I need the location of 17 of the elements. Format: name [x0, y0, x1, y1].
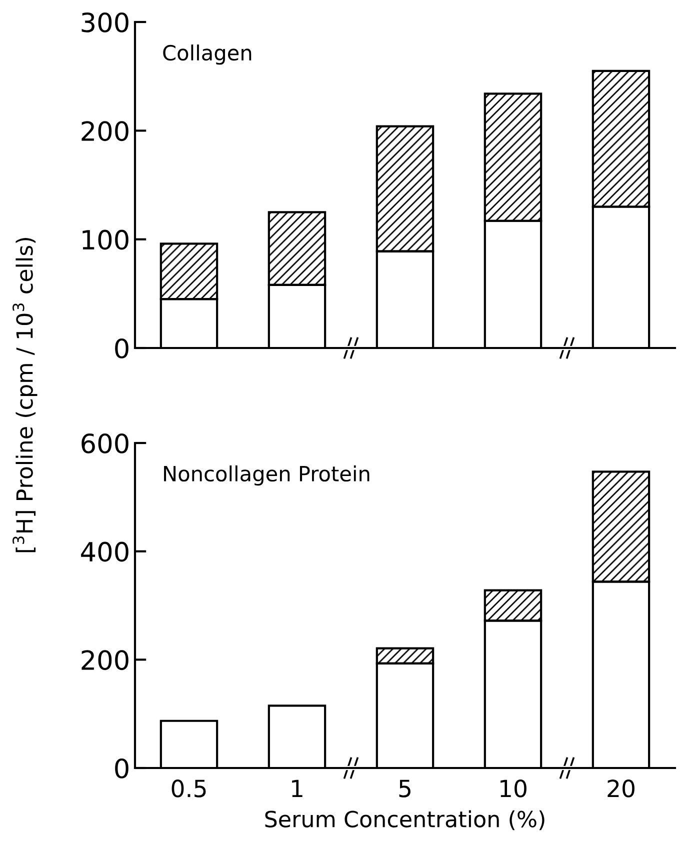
text: Collagen [163, 44, 252, 65]
text: Noncollagen Protein [164, 465, 370, 486]
y-tick-label: 200 [82, 121, 128, 142]
y-tick-label: 400 [81, 542, 128, 562]
y-tick-label: 600 [82, 433, 128, 454]
x-axis-title: Serum Concentration (%) [265, 810, 544, 830]
x-tick-label: 10 [500, 780, 526, 798]
y-tick-label: 300 [82, 12, 128, 32]
y-tick-label: 100 [82, 230, 128, 250]
x-tick-label: 20 [608, 780, 634, 798]
y-tick-label: 200 [82, 650, 128, 670]
y-tick-label: 0 [115, 338, 128, 358]
x-tick-label: 0.5 [172, 780, 206, 798]
y-axis-title: [$^{3}$H] Proline (cpm / 10$^{3}$ cells) [12, 238, 38, 552]
x-tick-label: 5 [399, 780, 410, 798]
x-tick-label: 1 [292, 780, 302, 798]
y-tick-label: 0 [115, 758, 128, 778]
